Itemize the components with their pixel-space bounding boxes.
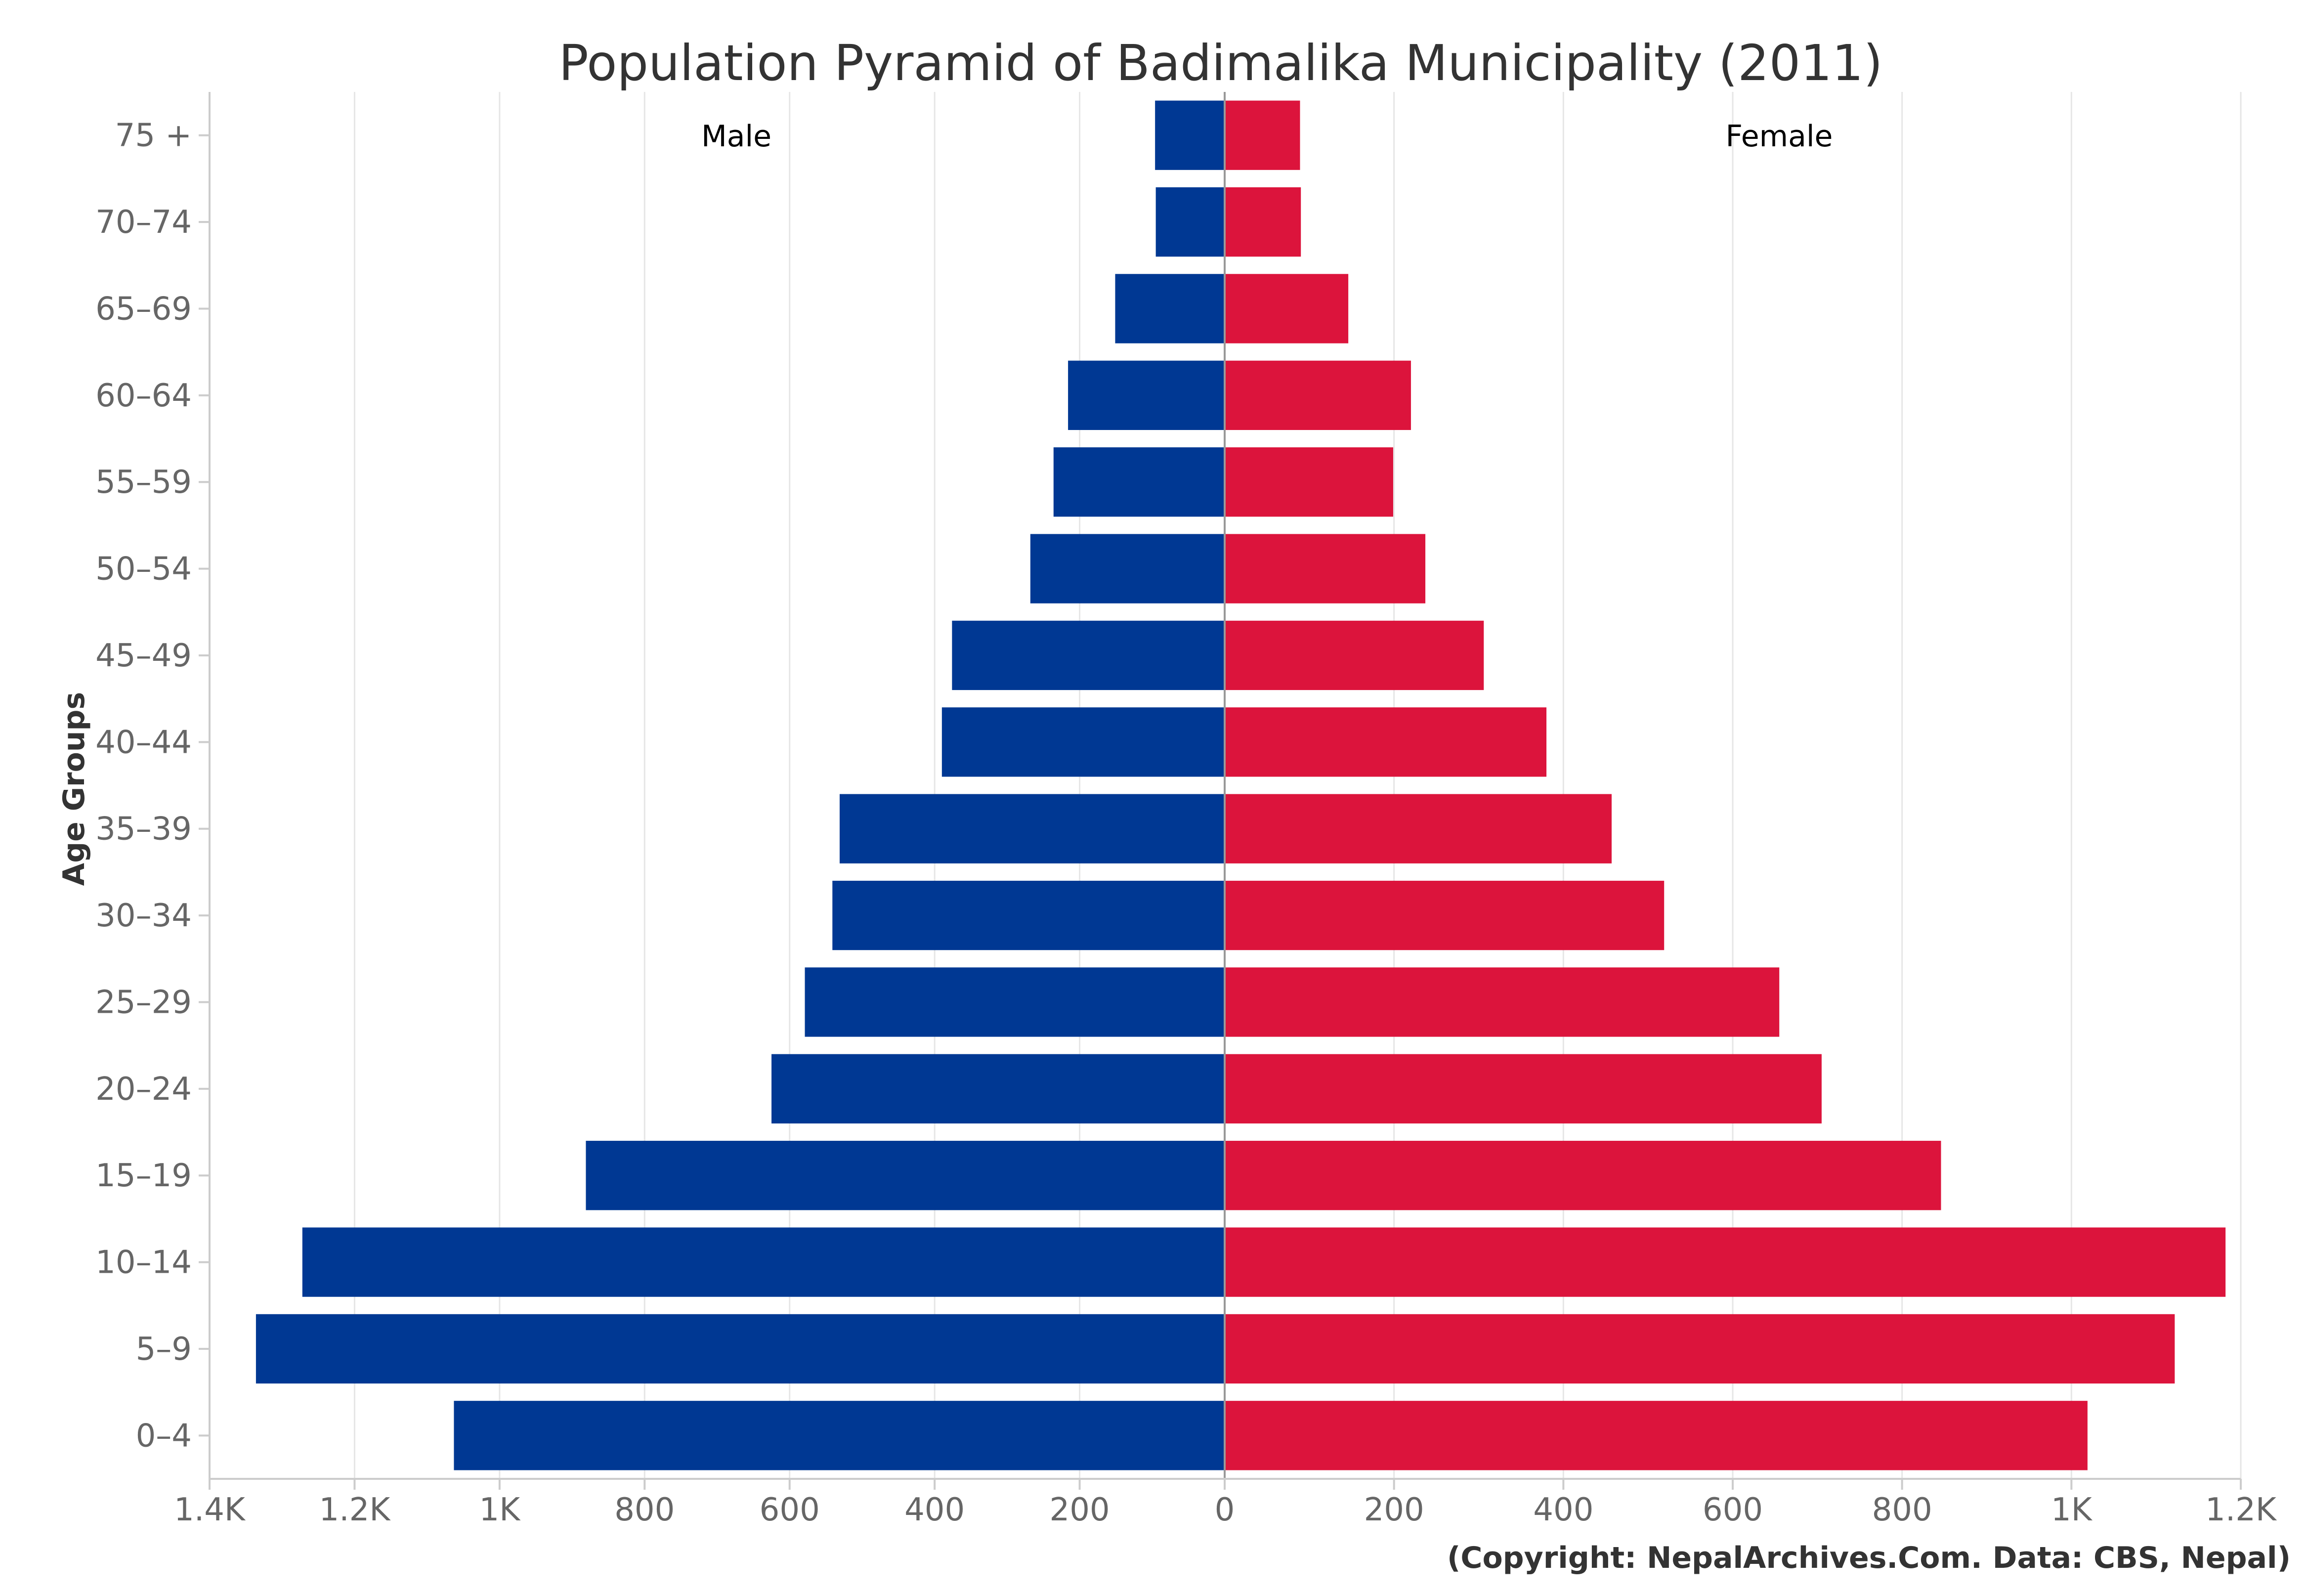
x-tick-label: 600 bbox=[1703, 1492, 1763, 1528]
bar-male-15–19[interactable] bbox=[586, 1141, 1225, 1210]
axis-layer: 1.4K 1.2K 1K 800 600 400 200 0 200 400 600 800 1K 1.2… bbox=[95, 92, 2277, 1528]
x-tick-label: 1.4K bbox=[174, 1492, 246, 1528]
chart-credit: (Copyright: NepalArchives.Com. Data: CBS… bbox=[1447, 1541, 2291, 1575]
bar-female-35–39[interactable] bbox=[1225, 794, 1612, 863]
bar-male-30–34[interactable] bbox=[832, 880, 1225, 950]
bar-male-10–14[interactable] bbox=[302, 1227, 1225, 1297]
x-tick-label: 200 bbox=[1049, 1492, 1110, 1528]
y-category-label: 15–19 bbox=[95, 1158, 192, 1194]
bar-male-5–9[interactable] bbox=[256, 1314, 1225, 1384]
legend-male-label: Male bbox=[701, 119, 771, 154]
bar-male-45–49[interactable] bbox=[952, 620, 1225, 690]
bar-female-65–69[interactable] bbox=[1225, 274, 1349, 344]
bar-female-50–54[interactable] bbox=[1225, 534, 1426, 604]
x-tick-label: 400 bbox=[1533, 1492, 1593, 1528]
bar-male-20–24[interactable] bbox=[771, 1054, 1225, 1123]
bar-female-60–64[interactable] bbox=[1225, 360, 1411, 430]
bar-female-10–14[interactable] bbox=[1225, 1227, 2226, 1297]
bar-female-5–9[interactable] bbox=[1225, 1314, 2175, 1384]
legend-female-label: Female bbox=[1726, 119, 1833, 154]
y-category-label: 75 + bbox=[115, 118, 192, 154]
bar-male-25–29[interactable] bbox=[805, 967, 1225, 1037]
y-axis-title: Age Groups bbox=[57, 692, 91, 886]
bar-male-35–39[interactable] bbox=[839, 794, 1225, 863]
bar-female-15–19[interactable] bbox=[1225, 1141, 1941, 1210]
y-category-label: 25–29 bbox=[95, 984, 192, 1021]
y-category-label: 60–64 bbox=[95, 378, 192, 414]
y-category-label: 20–24 bbox=[95, 1071, 192, 1108]
bar-female-75 +[interactable] bbox=[1225, 100, 1300, 170]
y-category-label: 65–69 bbox=[95, 291, 192, 327]
y-category-label: 55–59 bbox=[95, 464, 192, 501]
x-tick-label: 1.2K bbox=[2205, 1492, 2277, 1528]
bar-female-40–44[interactable] bbox=[1225, 707, 1547, 777]
x-tick-label: 600 bbox=[760, 1492, 820, 1528]
x-tick-label: 200 bbox=[1364, 1492, 1424, 1528]
x-tick-label: 1K bbox=[2051, 1492, 2093, 1528]
y-category-label: 10–14 bbox=[95, 1245, 192, 1281]
x-tick-label: 1K bbox=[479, 1492, 521, 1528]
y-category-label: 5–9 bbox=[136, 1331, 192, 1368]
bar-female-20–24[interactable] bbox=[1225, 1054, 1822, 1123]
y-category-label: 30–34 bbox=[95, 898, 192, 934]
y-category-label: 45–49 bbox=[95, 638, 192, 674]
bar-female-55–59[interactable] bbox=[1225, 447, 1393, 517]
bar-female-25–29[interactable] bbox=[1225, 967, 1780, 1037]
bar-layer bbox=[256, 92, 2226, 1479]
x-tick-label: 0 bbox=[1215, 1492, 1235, 1528]
y-category-label: 70–74 bbox=[95, 204, 192, 241]
y-category-label: 50–54 bbox=[95, 551, 192, 588]
bar-male-75 +[interactable] bbox=[1155, 100, 1225, 170]
y-category-label: 0–4 bbox=[136, 1418, 192, 1454]
x-tick-label: 800 bbox=[1872, 1492, 1932, 1528]
bar-male-50–54[interactable] bbox=[1030, 534, 1225, 604]
bar-female-45–49[interactable] bbox=[1225, 620, 1484, 690]
bar-male-70–74[interactable] bbox=[1155, 187, 1225, 257]
bar-male-55–59[interactable] bbox=[1053, 447, 1225, 517]
x-tick-label: 1.2K bbox=[319, 1492, 391, 1528]
bar-female-30–34[interactable] bbox=[1225, 880, 1665, 950]
bar-female-0–4[interactable] bbox=[1225, 1401, 2088, 1470]
bar-male-0–4[interactable] bbox=[454, 1401, 1225, 1470]
bar-male-65–69[interactable] bbox=[1115, 274, 1225, 344]
x-tick-label: 400 bbox=[904, 1492, 965, 1528]
x-tick-label: 800 bbox=[614, 1492, 675, 1528]
y-category-label: 35–39 bbox=[95, 811, 192, 848]
bar-male-40–44[interactable] bbox=[941, 707, 1225, 777]
chart-title: Population Pyramid of Badimalika Municip… bbox=[559, 34, 1883, 92]
bar-female-70–74[interactable] bbox=[1225, 187, 1301, 257]
bar-male-60–64[interactable] bbox=[1068, 360, 1225, 430]
y-category-label: 40–44 bbox=[95, 724, 192, 761]
